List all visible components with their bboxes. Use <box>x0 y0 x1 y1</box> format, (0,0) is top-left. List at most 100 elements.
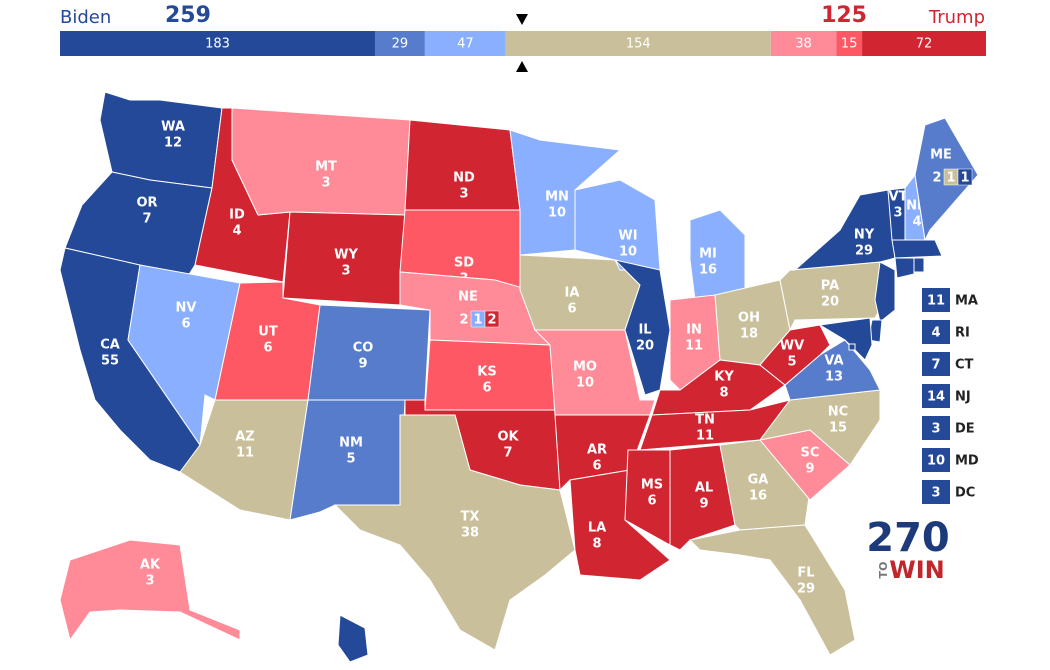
state-votes: 20 <box>636 339 654 354</box>
state-votes: 6 <box>647 494 656 509</box>
state-votes: 29 <box>855 244 873 259</box>
small-state-box[interactable] <box>922 320 950 344</box>
state[interactable] <box>574 179 661 271</box>
right-total: 125 <box>821 3 867 28</box>
state[interactable] <box>891 239 943 259</box>
state-votes: 4 <box>912 215 921 230</box>
bar-segment-label: 29 <box>392 37 409 52</box>
small-state-box[interactable] <box>922 448 950 472</box>
state-abbr: OK <box>497 430 519 445</box>
state-votes: 11 <box>685 339 703 354</box>
bar-segment <box>60 31 375 56</box>
midpoint-arrow <box>516 14 528 25</box>
state-abbr: ME <box>930 148 952 163</box>
state[interactable] <box>874 261 896 323</box>
small-state-box[interactable] <box>922 480 950 504</box>
state[interactable] <box>894 257 915 279</box>
small-state-box[interactable] <box>922 288 950 312</box>
state[interactable] <box>848 343 856 351</box>
state-votes: 15 <box>829 421 847 436</box>
state-votes: 11 <box>927 294 945 309</box>
state-votes: 6 <box>263 341 272 356</box>
state[interactable] <box>688 524 856 656</box>
us-map: WA12OR7CA55NV6ID4MT3WY3UT6AZ11CO9NM5ND3S… <box>59 91 979 664</box>
logo-word: WIN <box>889 556 945 584</box>
state-votes: 9 <box>699 497 708 512</box>
state-votes: 4 <box>931 326 940 341</box>
state[interactable] <box>333 414 576 651</box>
state-abbr: VA <box>824 354 843 369</box>
state-votes: 9 <box>805 462 814 477</box>
state-abbr: RI <box>955 326 970 341</box>
logo-small: TO <box>877 562 890 579</box>
state[interactable] <box>613 259 671 396</box>
state-votes: 3 <box>893 206 902 221</box>
logo-number: 270 <box>866 515 950 561</box>
state-votes: 6 <box>567 302 576 317</box>
state-votes: 10 <box>619 245 637 260</box>
state-votes: 16 <box>699 263 717 278</box>
right-name: Trump <box>928 7 985 28</box>
state-votes: 10 <box>576 376 594 391</box>
state-votes: 13 <box>825 370 843 385</box>
state-abbr: AR <box>587 443 607 458</box>
state-votes: 55 <box>101 354 119 369</box>
bar-segment-label: 154 <box>626 37 651 52</box>
state-votes: 14 <box>927 390 945 405</box>
state-votes: 8 <box>719 386 728 401</box>
state-abbr: MN <box>545 190 569 205</box>
state[interactable] <box>789 189 896 271</box>
bar-segment <box>424 31 506 56</box>
state-votes: 11 <box>236 446 254 461</box>
state-abbr: FL <box>797 566 814 581</box>
state-abbr: MA <box>955 294 978 309</box>
district-box[interactable] <box>957 168 973 186</box>
vote-bar: 183 29 47 154 38 15 72 <box>60 31 986 56</box>
state-abbr: CT <box>955 358 974 373</box>
district-box[interactable] <box>484 310 500 328</box>
small-state-list: 11 MA 4 RI 7 CT 14 NJ 3 DE 10 MD 3 DC <box>922 288 979 504</box>
state[interactable] <box>913 257 925 273</box>
state-abbr: WV <box>780 339 804 354</box>
state-votes: 38 <box>461 526 479 541</box>
district-votes: 2 <box>487 313 496 328</box>
state-votes: 7 <box>142 212 151 227</box>
state-votes: 3 <box>931 422 940 437</box>
state-votes: 12 <box>164 136 182 151</box>
state-votes: 7 <box>931 358 940 373</box>
state-votes: 10 <box>927 454 945 469</box>
state-abbr: AK <box>140 558 161 573</box>
state[interactable] <box>533 329 656 416</box>
bar-segment <box>836 31 863 56</box>
state-abbr: MS <box>641 478 663 493</box>
state-abbr: MD <box>955 454 979 469</box>
midpoint-arrow <box>516 61 528 72</box>
state-abbr: WA <box>161 120 185 135</box>
bar-segment <box>505 31 771 56</box>
district-votes: 1 <box>960 171 969 186</box>
state-votes: 9 <box>358 357 367 372</box>
state-abbr: AL <box>695 481 713 496</box>
state-abbr: KY <box>714 370 734 385</box>
bar-segment <box>862 31 986 56</box>
small-state-box[interactable] <box>922 416 950 440</box>
district-votes: 2 <box>932 171 941 186</box>
state-abbr: VT <box>889 190 908 205</box>
state[interactable] <box>337 614 369 663</box>
small-state-box[interactable] <box>922 384 950 408</box>
state[interactable] <box>818 317 873 361</box>
small-state-box[interactable] <box>922 352 950 376</box>
logo: 270 TO WIN <box>866 515 950 584</box>
state[interactable] <box>59 539 241 642</box>
state-votes: 8 <box>592 537 601 552</box>
state-abbr: IL <box>638 323 651 338</box>
state-abbr: TN <box>695 413 715 428</box>
state-abbr: SC <box>801 446 820 461</box>
bar-segment <box>770 31 837 56</box>
state-votes: 4 <box>316 649 325 664</box>
state[interactable] <box>64 171 213 277</box>
state-abbr: NY <box>854 228 875 243</box>
bar-segment-label: 183 <box>205 37 230 52</box>
state-votes: 7 <box>503 446 512 461</box>
state-abbr: PA <box>821 279 839 294</box>
